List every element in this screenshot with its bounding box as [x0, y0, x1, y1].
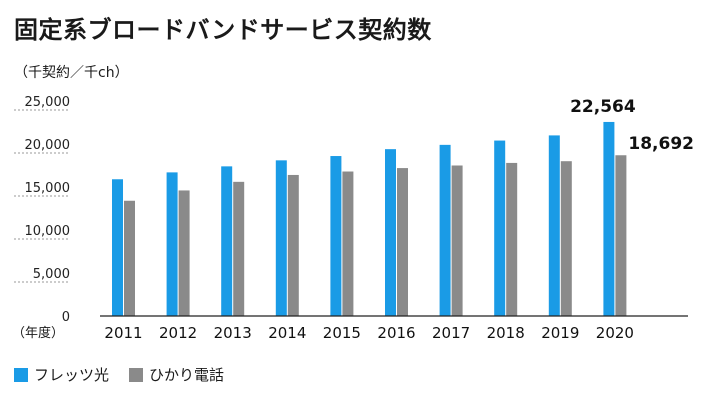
y-tick-label: 10,000	[25, 224, 71, 239]
bar-hikari-denwa-2013	[233, 181, 245, 316]
legend-label-flets: フレッツ光	[34, 366, 110, 384]
y-tick-label: 20,000	[25, 138, 71, 153]
legend-label-hikari-denwa: ひかり電話	[149, 366, 225, 384]
bars	[112, 121, 627, 316]
bar-hikari-denwa-2014	[287, 174, 299, 316]
data-labels: 22,564 18,692	[570, 97, 694, 154]
x-tick-label: 2013	[214, 324, 252, 342]
bar-hikari-denwa-2018	[506, 162, 518, 316]
bar-hikari-denwa-2015	[342, 171, 354, 316]
x-tick-label: 2018	[487, 324, 525, 342]
bar-hikari-denwa-2019	[560, 161, 572, 316]
bar-flets-2017	[439, 144, 451, 316]
bar-hikari-denwa-2016	[397, 168, 408, 316]
bar-hikari-denwa-2012	[178, 190, 190, 316]
bar-flets-2019	[548, 135, 560, 316]
y-tick-label: 5,000	[33, 267, 70, 282]
y-tick-label: 15,000	[25, 181, 71, 196]
x-tick-label: 2012	[159, 324, 197, 342]
y-tick-label: 25,000	[25, 95, 71, 110]
x-tick-label: 2014	[268, 324, 306, 342]
x-tick-label: 2017	[432, 324, 470, 342]
bar-hikari-denwa-2020	[615, 155, 627, 316]
x-tick-label: 2011	[104, 324, 142, 342]
x-tick-label: 2016	[377, 324, 415, 342]
legend-swatch-flets	[14, 367, 28, 382]
bar-flets-2014	[275, 160, 287, 316]
legend-item-flets: フレッツ光	[14, 364, 109, 385]
bar-hikari-denwa-2017	[451, 165, 463, 316]
bar-hikari-denwa-2011	[124, 200, 135, 316]
bar-flets-2013	[221, 166, 233, 316]
x-tick-label: 2020	[596, 324, 634, 342]
legend-swatch-hikari-denwa	[129, 367, 144, 382]
x-tick-labels: 2011 2012 2013 2014 2015 2016 2017 2018 2019 2020	[104, 324, 634, 342]
y-tick-labels: 0 5,000 10,000 15,000 20,000 25,000	[25, 95, 71, 325]
bar-flets-2020	[603, 121, 615, 316]
x-tick-label: 2019	[541, 324, 579, 342]
legend: フレッツ光 ひかり電話	[14, 364, 244, 385]
y-axis-unit-label: （千契約／千ch）	[14, 65, 129, 81]
data-label-hikari-denwa: 18,692	[628, 134, 694, 154]
y-gridlines	[14, 109, 70, 283]
bar-flets-2012	[166, 172, 178, 316]
y-tick-label: 0	[62, 310, 70, 325]
x-tick-label: 2015	[323, 324, 361, 342]
bar-flets-2011	[112, 179, 123, 316]
bar-flets-2016	[385, 149, 396, 316]
chart-title: 固定系ブロードバンドサービス契約数	[14, 16, 432, 44]
bar-flets-2018	[494, 140, 506, 316]
legend-item-hikari-denwa: ひかり電話	[129, 364, 224, 385]
bar-flets-2015	[330, 156, 342, 316]
x-axis-label: （年度）	[12, 326, 65, 341]
data-label-flets: 22,564	[570, 97, 636, 117]
